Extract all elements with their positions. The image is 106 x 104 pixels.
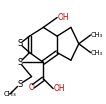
Text: CH₃: CH₃ (3, 91, 16, 97)
Text: S: S (17, 39, 22, 48)
Text: S: S (17, 58, 22, 67)
Text: OH: OH (53, 84, 65, 93)
Text: OH: OH (57, 13, 69, 22)
Text: CH₃: CH₃ (91, 32, 103, 38)
Text: O: O (29, 83, 34, 92)
Text: S: S (17, 80, 22, 89)
Text: CH₃: CH₃ (91, 50, 103, 56)
